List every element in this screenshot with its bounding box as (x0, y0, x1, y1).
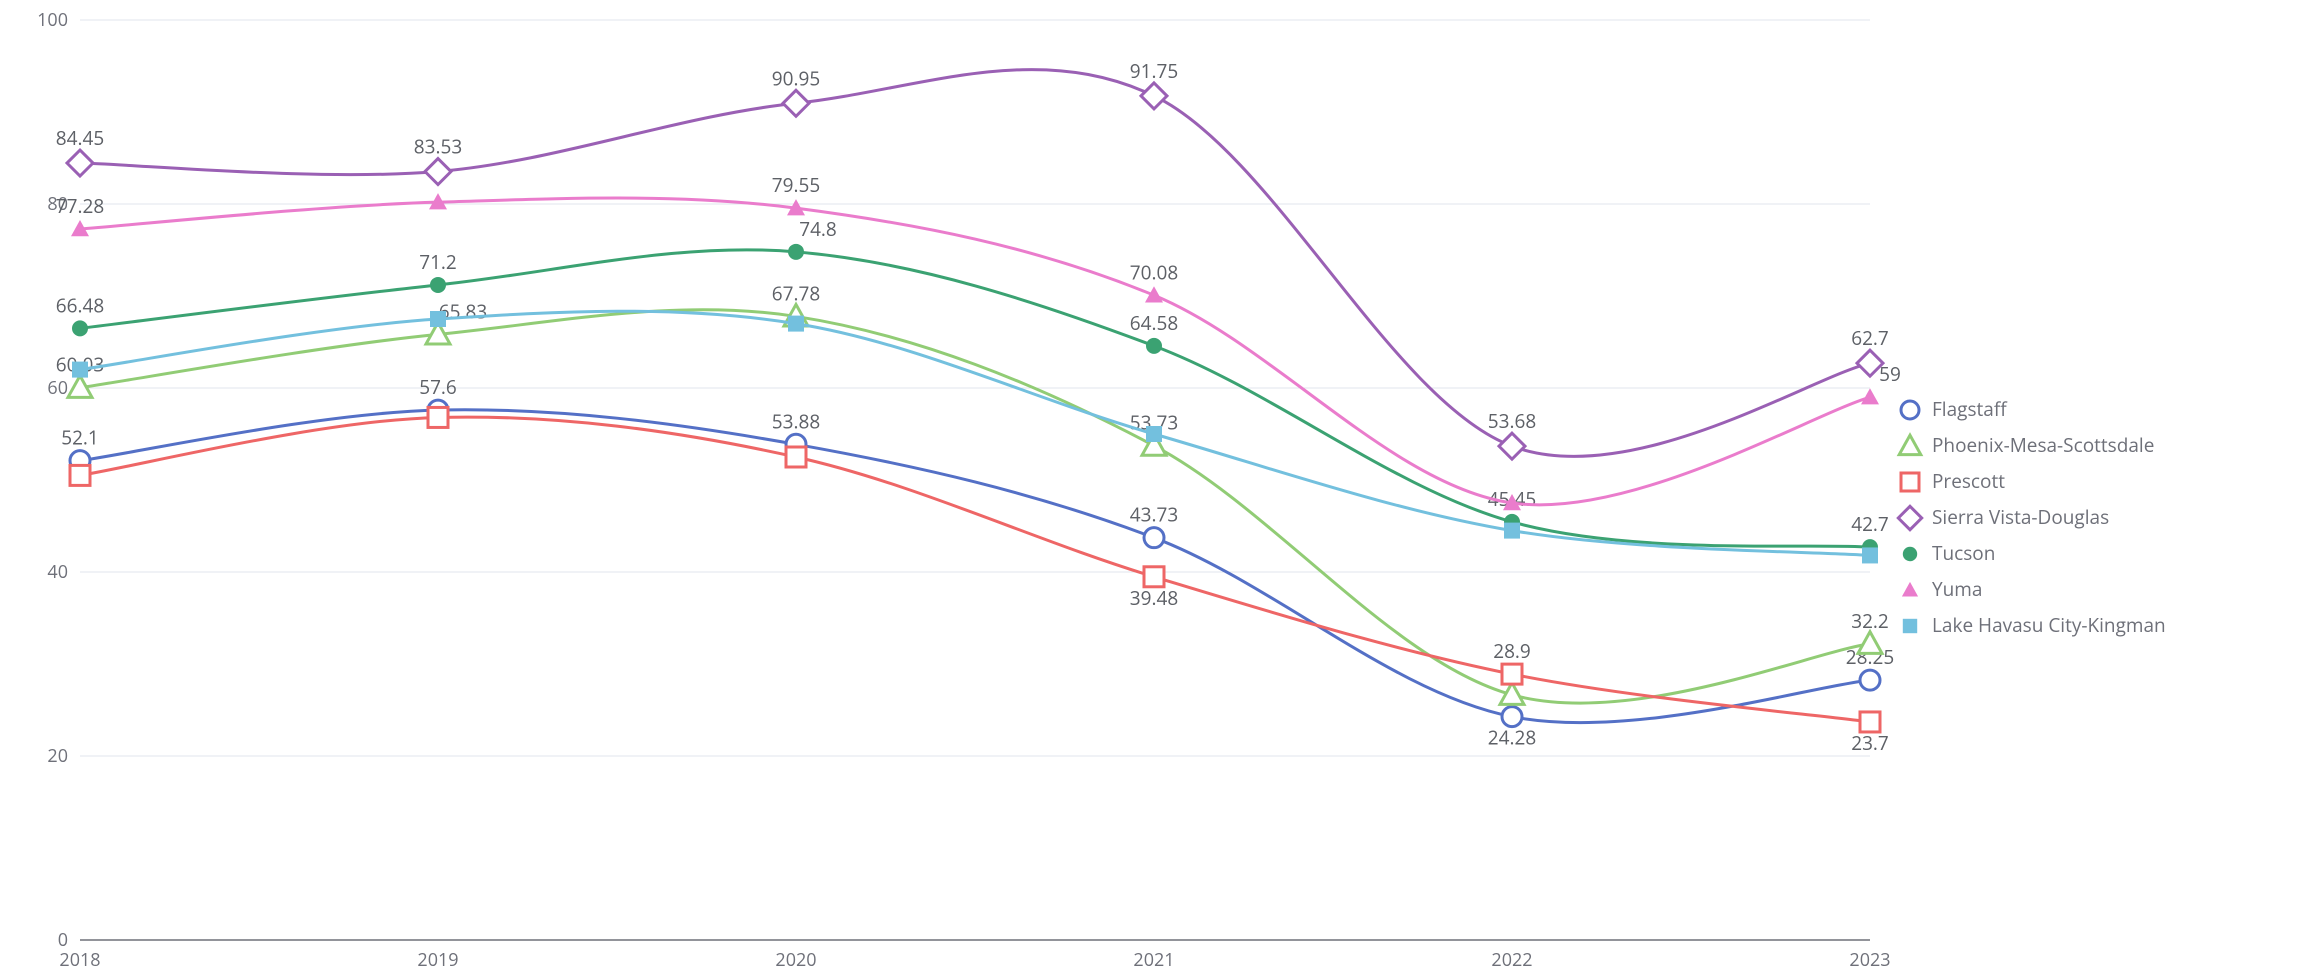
legend-label: Sierra Vista-Douglas (1932, 504, 2109, 530)
y-tick-label: 40 (47, 560, 68, 584)
data-label: 77.28 (56, 193, 104, 219)
data-label: 23.7 (1851, 730, 1889, 756)
series-yuma: 77.28 79.55 70.08 59 (56, 172, 1901, 510)
legend-label: Tucson (1932, 540, 1995, 566)
data-label: 43.73 (1130, 502, 1178, 528)
data-label: 39.48 (1130, 585, 1178, 611)
series-sierra-vista-douglas: 84.45 83.53 90.95 91.75 53.68 62.7 (56, 58, 1889, 459)
line-chart: 02040608010020182019202020212022202352.1… (0, 0, 2300, 972)
x-tick-label: 2022 (1491, 948, 1532, 972)
data-label: 64.58 (1130, 310, 1178, 336)
data-label: 90.95 (772, 65, 820, 91)
data-label: 83.53 (414, 134, 462, 160)
legend-item[interactable]: Tucson (1903, 540, 1996, 566)
x-tick-label: 2021 (1133, 948, 1174, 972)
x-tick-label: 2019 (417, 948, 458, 972)
x-tick-label: 2020 (775, 948, 816, 972)
x-tick-label: 2018 (59, 948, 100, 972)
y-tick-label: 100 (37, 8, 68, 32)
legend-label: Flagstaff (1932, 396, 2008, 422)
legend-item[interactable]: Lake Havasu City-Kingman (1903, 612, 2166, 638)
legend-label: Lake Havasu City-Kingman (1932, 612, 2166, 638)
series-phoenix-mesa-scottsdale: 60.0365.8367.7853.7332.2 (56, 280, 1889, 704)
legend-label: Prescott (1932, 468, 2005, 494)
data-label: 65.83 (439, 298, 487, 324)
data-label: 84.45 (56, 125, 104, 151)
data-label: 57.6 (419, 374, 457, 400)
data-label: 28.9 (1493, 638, 1531, 664)
data-label: 74.8 (799, 216, 837, 242)
data-label: 53.88 (772, 408, 820, 434)
data-label: 53.68 (1488, 408, 1536, 434)
series-lake-havasu-city-kingman (72, 311, 1878, 563)
data-label: 24.28 (1488, 725, 1536, 751)
data-label: 62.7 (1851, 325, 1889, 351)
y-tick-label: 60 (47, 376, 68, 400)
data-label: 59 (1879, 361, 1901, 387)
series-prescott: 39.48 28.9 23.7 (70, 407, 1889, 756)
data-label: 70.08 (1130, 259, 1178, 285)
data-label: 32.2 (1851, 608, 1889, 634)
data-label: 66.48 (56, 292, 104, 318)
data-label: 42.7 (1851, 511, 1889, 537)
series-tucson: 66.4871.274.864.5845.4542.7 (56, 216, 1889, 555)
data-label: 52.1 (61, 425, 99, 451)
data-label: 79.55 (772, 172, 820, 198)
y-tick-label: 20 (47, 744, 68, 768)
data-label: 67.78 (772, 280, 820, 306)
series-flagstaff: 52.157.653.8843.7324.2828.25 (61, 374, 1894, 751)
legend-label: Phoenix-Mesa-Scottsdale (1932, 432, 2154, 458)
x-tick-label: 2023 (1849, 948, 1890, 972)
legend-item[interactable]: Sierra Vista-Douglas (1898, 504, 2109, 530)
legend-item[interactable]: Phoenix-Mesa-Scottsdale (1899, 432, 2154, 458)
data-label: 91.75 (1130, 58, 1178, 84)
legend-item[interactable]: Prescott (1901, 468, 2005, 494)
legend-label: Yuma (1932, 576, 1982, 602)
legend-item[interactable]: Yuma (1902, 576, 1983, 602)
legend-item[interactable]: Flagstaff (1901, 396, 2008, 422)
data-label: 71.2 (419, 249, 457, 275)
